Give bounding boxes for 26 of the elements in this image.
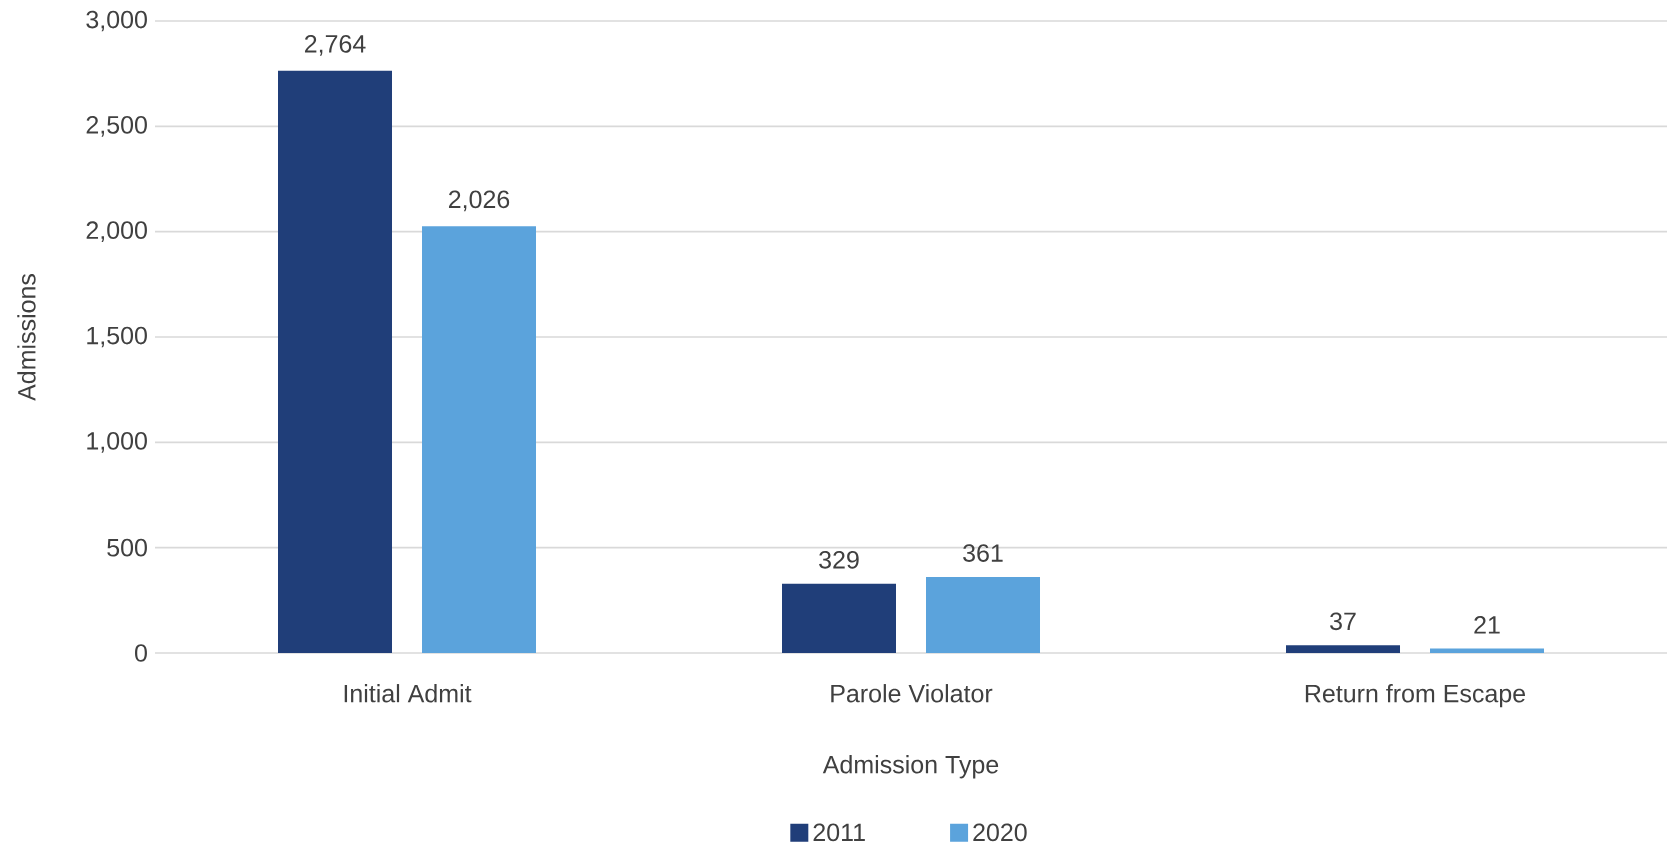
y-tick-label: 3,000 [86, 10, 147, 32]
data-label: 37 [1330, 612, 1356, 631]
y-tick-label: 2,500 [86, 116, 147, 137]
legend-label: 2011 [813, 823, 865, 842]
y-tick-label: 500 [107, 538, 147, 557]
data-label: 2,026 [448, 190, 510, 212]
data-label: 2,764 [304, 35, 366, 56]
bar [278, 70, 393, 653]
x-tick-label: Initial Admit [344, 684, 472, 703]
x-tick-label: Parole Violator [831, 684, 993, 703]
y-tick-label: 1,000 [87, 432, 147, 453]
y-tick-label: 0 [135, 644, 147, 662]
bar [782, 583, 896, 653]
x-axis-title: Admission Type [822, 755, 999, 779]
data-label: 361 [963, 544, 1003, 562]
bar [1430, 648, 1544, 653]
y-tick-label: 1,500 [87, 326, 147, 348]
data-label: 329 [819, 550, 859, 569]
bar [926, 576, 1041, 653]
bar [1286, 645, 1400, 653]
data-label: 21 [1474, 616, 1500, 634]
x-tick-label: Return from Escape [1305, 684, 1526, 708]
bar [422, 226, 536, 653]
y-tick-label: 2,000 [86, 221, 147, 242]
y-axis-title: Admissions [17, 274, 36, 401]
legend-label: 2020 [973, 823, 1027, 842]
